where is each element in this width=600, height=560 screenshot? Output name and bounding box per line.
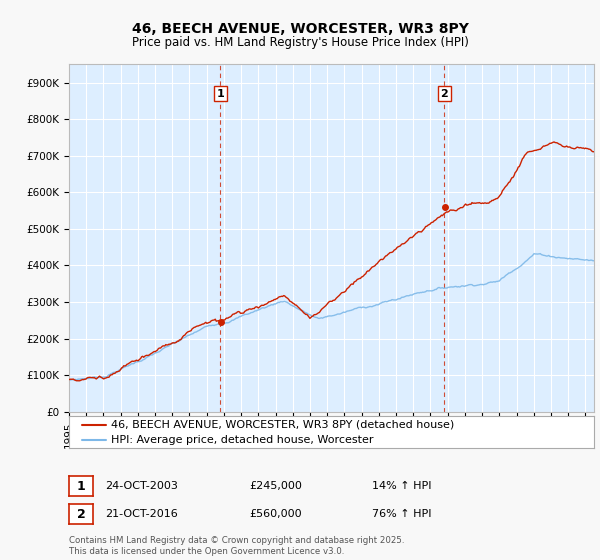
Text: 76% ↑ HPI: 76% ↑ HPI <box>372 509 431 519</box>
Text: Contains HM Land Registry data © Crown copyright and database right 2025.
This d: Contains HM Land Registry data © Crown c… <box>69 536 404 556</box>
Text: 2: 2 <box>440 88 448 99</box>
Text: 46, BEECH AVENUE, WORCESTER, WR3 8PY (detached house): 46, BEECH AVENUE, WORCESTER, WR3 8PY (de… <box>111 419 454 430</box>
Text: HPI: Average price, detached house, Worcester: HPI: Average price, detached house, Worc… <box>111 435 373 445</box>
Text: 14% ↑ HPI: 14% ↑ HPI <box>372 481 431 491</box>
Text: 24-OCT-2003: 24-OCT-2003 <box>105 481 178 491</box>
Text: 2: 2 <box>77 507 85 521</box>
Text: £245,000: £245,000 <box>249 481 302 491</box>
Text: £560,000: £560,000 <box>249 509 302 519</box>
Text: 1: 1 <box>217 88 224 99</box>
Text: 46, BEECH AVENUE, WORCESTER, WR3 8PY: 46, BEECH AVENUE, WORCESTER, WR3 8PY <box>131 22 469 36</box>
Text: Price paid vs. HM Land Registry's House Price Index (HPI): Price paid vs. HM Land Registry's House … <box>131 36 469 49</box>
Text: 21-OCT-2016: 21-OCT-2016 <box>105 509 178 519</box>
Text: 1: 1 <box>77 479 85 493</box>
